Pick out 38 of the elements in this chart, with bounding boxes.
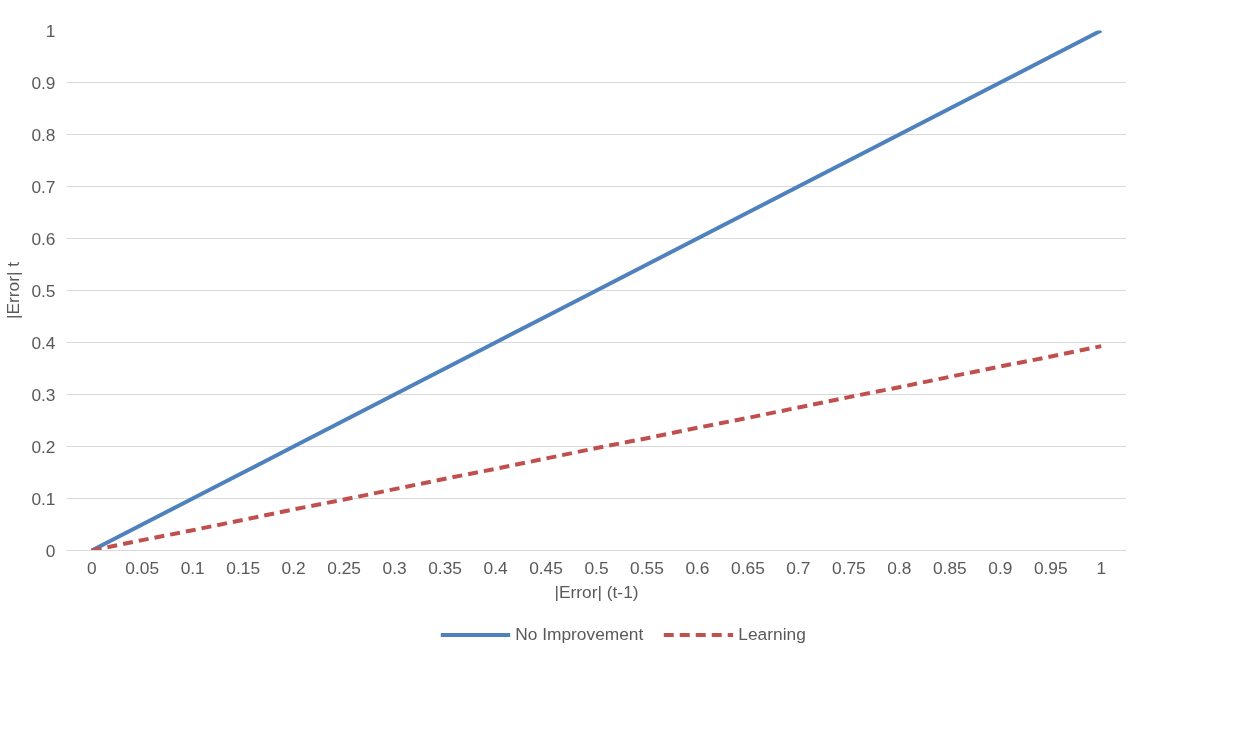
legend-label: Learning xyxy=(738,623,806,645)
y-tick-label: 1 xyxy=(45,20,56,41)
y-tick-label: 0.5 xyxy=(31,280,56,301)
x-tick-label: 0.65 xyxy=(731,557,765,578)
x-tick-label: 1 xyxy=(1096,557,1107,578)
x-tick-label: 0.6 xyxy=(685,557,710,578)
x-tick-label: 0.05 xyxy=(125,557,160,578)
x-tick-label: 0.25 xyxy=(327,557,361,578)
y-tick-label: 0.6 xyxy=(31,228,56,249)
x-tick-label: 0 xyxy=(86,557,97,578)
x-tick-label: 0.75 xyxy=(832,557,866,578)
y-tick-label: 0.8 xyxy=(31,124,56,145)
y-axis-title: |Error| t xyxy=(3,261,24,320)
x-tick-label: 0.4 xyxy=(483,557,508,578)
x-tick-label: 0.9 xyxy=(988,557,1013,578)
x-tick-label: 0.35 xyxy=(428,557,462,578)
legend-label: No Improvement xyxy=(515,623,644,645)
y-tick-label: 0.1 xyxy=(31,488,56,509)
x-tick-label: 0.55 xyxy=(630,557,664,578)
x-tick-label: 0.15 xyxy=(226,557,261,578)
y-tick-label: 0.3 xyxy=(31,384,56,405)
y-tick-label: 0.7 xyxy=(31,176,56,197)
y-tick-label: 0.9 xyxy=(31,72,56,93)
x-tick-label: 0.7 xyxy=(786,557,811,578)
x-axis-title: |Error| (t-1) xyxy=(554,581,639,602)
x-tick-label: 0.3 xyxy=(382,557,407,578)
y-tick-label: 0.4 xyxy=(31,332,56,353)
x-tick-label: 0.85 xyxy=(932,557,967,578)
line-series xyxy=(89,344,1104,551)
x-tick-label: 0.2 xyxy=(281,557,306,578)
y-tick-label: 0.2 xyxy=(31,436,56,457)
line-series xyxy=(89,30,1104,551)
x-tick-label: 0.45 xyxy=(529,557,563,578)
x-tick-label: 0.5 xyxy=(584,557,609,578)
x-tick-label: 0.8 xyxy=(887,557,912,578)
x-tick-label: 0.95 xyxy=(1033,557,1068,578)
y-tick-label: 0 xyxy=(45,540,56,561)
x-tick-label: 0.1 xyxy=(180,557,205,578)
